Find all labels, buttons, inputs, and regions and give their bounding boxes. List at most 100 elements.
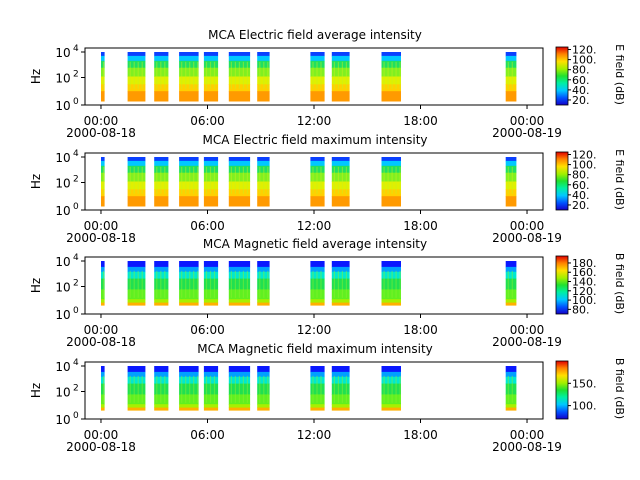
spectrogram-burst bbox=[203, 157, 219, 207]
spectrogram-texture bbox=[345, 375, 347, 403]
spectrogram-band bbox=[381, 67, 401, 77]
spectrogram-band bbox=[203, 52, 219, 57]
spectrogram-band bbox=[331, 172, 350, 182]
spectrogram-band bbox=[310, 366, 325, 373]
spectrogram-band bbox=[101, 91, 105, 102]
y-tick-exponent: 0 bbox=[73, 306, 79, 316]
spectrogram-band bbox=[179, 266, 199, 273]
spectrogram-burst bbox=[127, 261, 146, 306]
spectrogram-burst bbox=[228, 261, 251, 306]
spectrogram-texture bbox=[164, 61, 166, 89]
spectrogram-texture bbox=[189, 375, 191, 403]
spectrogram-texture bbox=[399, 166, 401, 194]
spectrogram-texture bbox=[511, 375, 513, 403]
spectrogram-band bbox=[331, 302, 350, 306]
spectrogram-texture bbox=[234, 270, 236, 298]
spectrogram-band bbox=[154, 60, 169, 69]
spectrogram-band bbox=[203, 67, 219, 77]
spectrogram-texture bbox=[511, 166, 513, 194]
spectrogram-texture bbox=[333, 61, 335, 89]
spectrogram-band bbox=[228, 157, 251, 162]
spectrogram-texture bbox=[103, 375, 105, 403]
spectrogram-texture bbox=[137, 166, 139, 194]
spectrogram-texture bbox=[337, 375, 339, 403]
colorbar-tick-label: 120. bbox=[572, 149, 597, 162]
spectrogram-band bbox=[228, 52, 251, 57]
y-tick-label: 10 bbox=[55, 281, 70, 295]
spectrogram-texture bbox=[185, 166, 187, 194]
spectrogram-band bbox=[331, 84, 350, 92]
spectrogram-band bbox=[179, 366, 199, 373]
spectrogram-band bbox=[101, 52, 105, 57]
x-tick-date: 2000-08-18 bbox=[66, 231, 136, 245]
spectrogram-band bbox=[505, 302, 517, 306]
spectrogram-texture bbox=[395, 270, 397, 298]
spectrogram-band bbox=[127, 261, 146, 268]
spectrogram-texture bbox=[259, 166, 261, 194]
spectrogram-texture bbox=[507, 270, 509, 298]
spectrogram-band bbox=[154, 271, 169, 280]
spectrogram-band bbox=[381, 52, 401, 57]
spectrogram-texture bbox=[333, 270, 335, 298]
spectrogram-band bbox=[203, 172, 219, 182]
spectrogram-texture bbox=[141, 375, 143, 403]
spectrogram-band bbox=[101, 394, 105, 405]
spectrogram-band bbox=[331, 266, 350, 273]
spectrogram-band bbox=[154, 189, 169, 197]
spectrogram-band bbox=[381, 278, 401, 290]
x-tick-label: 00:00 bbox=[510, 114, 545, 128]
spectrogram-band bbox=[203, 157, 219, 162]
spectrogram-texture bbox=[213, 61, 216, 89]
spectrogram-band bbox=[381, 181, 401, 190]
spectrogram-band bbox=[203, 383, 219, 395]
spectrogram-burst bbox=[101, 366, 105, 411]
spectrogram-band bbox=[505, 67, 517, 77]
spectrogram-texture bbox=[312, 270, 314, 298]
colorbar-tick-label: 80. bbox=[572, 169, 590, 182]
spectrogram-band bbox=[257, 67, 270, 77]
spectrogram-band bbox=[203, 91, 219, 102]
x-tick-date: 2000-08-18 bbox=[66, 126, 136, 140]
spectrogram-band bbox=[257, 261, 270, 268]
spectrogram-texture bbox=[238, 61, 240, 89]
spectrogram-band bbox=[331, 157, 350, 162]
spectrogram-band bbox=[310, 371, 325, 378]
spectrogram-band bbox=[101, 261, 105, 268]
spectrogram-texture bbox=[333, 166, 335, 194]
spectrogram-band bbox=[127, 165, 146, 174]
spectrogram-band bbox=[154, 160, 169, 167]
spectrogram-band bbox=[101, 371, 105, 378]
spectrogram-texture bbox=[164, 270, 166, 298]
spectrogram-burst bbox=[310, 261, 325, 306]
spectrogram-texture bbox=[129, 61, 131, 89]
spectrogram-band bbox=[154, 407, 169, 411]
spectrogram-texture bbox=[507, 61, 509, 89]
spectrogram-band bbox=[101, 302, 105, 306]
spectrogram-band bbox=[101, 76, 105, 85]
spectrogram-band bbox=[381, 55, 401, 62]
spectrogram-band bbox=[179, 271, 199, 280]
spectrogram-texture bbox=[209, 270, 212, 298]
spectrogram-texture bbox=[193, 166, 195, 194]
spectrogram-band bbox=[505, 404, 517, 409]
spectrogram-burst bbox=[127, 366, 146, 411]
x-tick-date: 2000-08-19 bbox=[492, 231, 562, 245]
colorbar bbox=[555, 255, 569, 315]
spectrogram-band bbox=[381, 76, 401, 85]
spectrogram-burst bbox=[331, 157, 350, 207]
spectrogram-band bbox=[310, 404, 325, 409]
spectrogram-band bbox=[127, 404, 146, 409]
spectrogram-texture bbox=[181, 61, 183, 89]
spectrogram-band bbox=[179, 196, 199, 207]
spectrogram-band bbox=[257, 376, 270, 385]
spectrogram-band bbox=[381, 394, 401, 405]
spectrogram-band bbox=[127, 172, 146, 182]
spectrogram-burst bbox=[257, 366, 270, 411]
spectrogram-texture bbox=[341, 270, 343, 298]
spectrogram-texture bbox=[209, 61, 212, 89]
colorbar-tick-label: 20. bbox=[572, 94, 590, 107]
spectrogram-band bbox=[154, 172, 169, 182]
spectrogram-band bbox=[505, 165, 517, 174]
spectrogram-band bbox=[179, 172, 199, 182]
panel-title: MCA Electric field maximum intensity bbox=[202, 133, 427, 147]
